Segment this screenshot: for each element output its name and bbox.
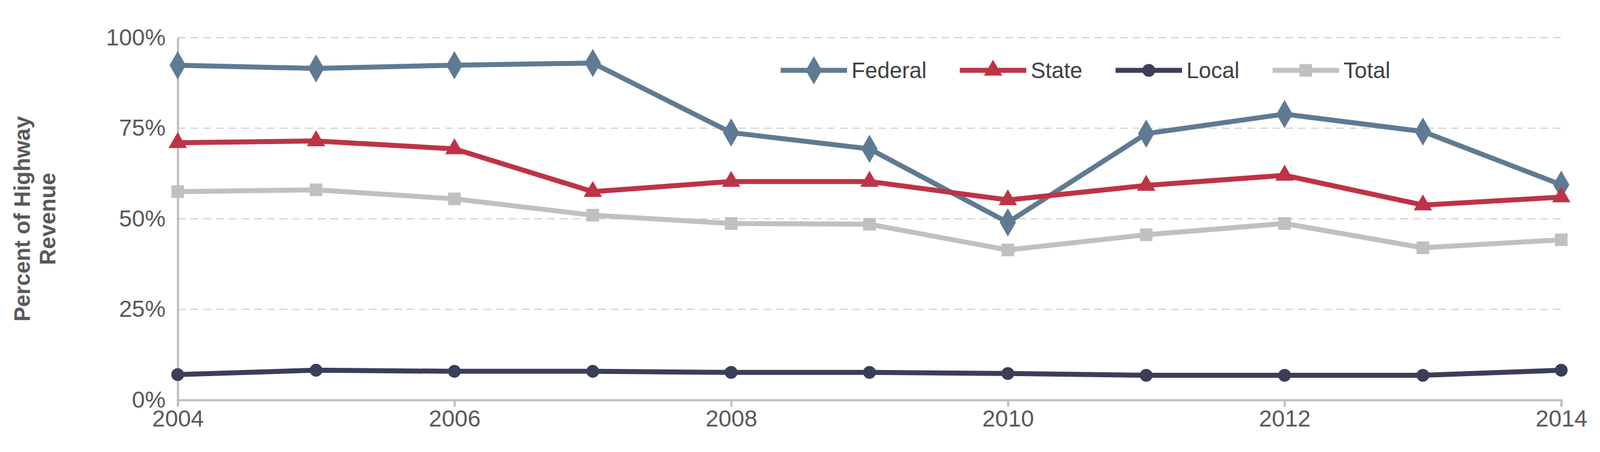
y-tick: 25% [119, 295, 178, 322]
marker [1139, 228, 1153, 241]
tick-label: 2008 [705, 405, 757, 432]
data-area [168, 48, 1571, 382]
x-tick: 2006 [429, 399, 481, 432]
y-axis-title-line: Percent of Highway [9, 115, 35, 322]
marker [721, 170, 741, 187]
x-axis: 2004 2006 2008 2010 2012 2014 [152, 399, 1588, 432]
marker [171, 368, 184, 381]
marker [447, 364, 461, 378]
tick-label: 2012 [1258, 405, 1311, 432]
legend-marker [983, 59, 1003, 76]
legend-item: Federal [780, 56, 927, 85]
legend-label: Total [1343, 58, 1391, 83]
grid [177, 37, 1562, 400]
y-tick: 100% [106, 24, 178, 51]
legend-marker [805, 56, 822, 85]
tick-label: 2014 [1535, 405, 1588, 432]
marker [861, 134, 878, 163]
marker [1413, 194, 1432, 211]
tick-label: 2006 [429, 405, 481, 432]
marker [1555, 233, 1568, 247]
axis-line [177, 38, 180, 401]
legend-marker [1142, 63, 1155, 77]
marker [1554, 363, 1568, 377]
marker [1001, 243, 1015, 257]
marker [169, 50, 186, 80]
marker [724, 365, 738, 379]
marker [1001, 367, 1015, 380]
marker [168, 131, 187, 148]
marker [1551, 186, 1571, 203]
marker [584, 48, 601, 77]
marker [307, 54, 324, 83]
legend-label: Local [1186, 58, 1240, 83]
x-tick: 2008 [705, 399, 757, 432]
tick-label: 2010 [982, 405, 1034, 432]
y-axis: 0%25%50%75%100% [106, 24, 179, 413]
marker [1276, 100, 1293, 129]
marker [1414, 117, 1431, 146]
plot: 0%25%50%75%100%200420062008201020122014 [106, 24, 1588, 432]
marker [863, 365, 876, 379]
legend-marker [1299, 64, 1313, 77]
marker [171, 185, 185, 199]
tick-label: 25% [119, 295, 166, 322]
y-axis-title: Percent of HighwayRevenue [9, 115, 60, 322]
marker [1139, 368, 1153, 382]
x-tick: 2014 [1535, 399, 1588, 432]
legend-item: State [960, 58, 1083, 83]
marker [1278, 368, 1292, 382]
marker [446, 50, 463, 80]
marker [863, 217, 876, 231]
x-tick: 2004 [152, 399, 204, 432]
marker [447, 192, 461, 206]
marker [445, 138, 464, 155]
marker [1275, 164, 1294, 181]
y-tick: 75% [119, 114, 178, 141]
x-tick: 2010 [982, 399, 1034, 432]
tick-label: 50% [119, 205, 166, 232]
legend: Federal State Local Total [780, 56, 1391, 85]
marker [999, 208, 1016, 237]
legend-label: Federal [851, 58, 927, 83]
marker [306, 130, 325, 147]
marker [586, 208, 600, 222]
marker [723, 118, 740, 147]
marker [583, 181, 602, 198]
marker [1137, 174, 1156, 192]
marker [309, 183, 323, 196]
marker [586, 364, 600, 378]
series-line [177, 189, 1562, 251]
marker [309, 363, 323, 377]
chart: 0%25%50%75%100%200420062008201020122014P… [0, 0, 1600, 452]
y-axis-title-line: Revenue [35, 172, 60, 266]
series-line [177, 63, 1562, 223]
legend-label: State [1030, 58, 1083, 83]
grid-line [177, 37, 1562, 39]
tick-label: 75% [119, 114, 166, 141]
grid-line [177, 308, 1562, 311]
marker [1278, 217, 1292, 230]
x-tick: 2012 [1258, 399, 1311, 432]
grid-line [177, 127, 1562, 129]
legend-item: Total [1272, 58, 1391, 83]
tick-label: 2004 [152, 405, 204, 432]
marker [1138, 119, 1155, 148]
marker [1416, 241, 1430, 255]
marker [860, 170, 879, 187]
y-tick: 50% [119, 205, 178, 232]
marker [998, 189, 1018, 206]
tick-label: 100% [106, 24, 166, 51]
marker [724, 217, 738, 230]
legend-item: Local [1115, 58, 1240, 83]
marker [1416, 368, 1430, 382]
axis-line [178, 400, 1562, 407]
